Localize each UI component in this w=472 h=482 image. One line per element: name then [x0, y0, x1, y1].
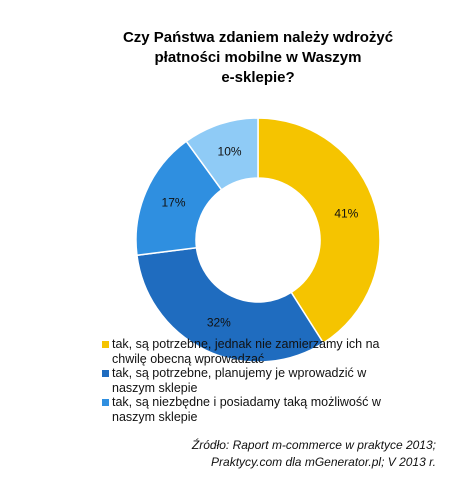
donut-segment	[257, 117, 381, 345]
legend-item: tak, są potrzebne, jednak nie zamierzamy…	[102, 337, 412, 367]
data-label: 10%	[218, 145, 242, 159]
legend-item: tak, są niezbędne i posiadamy taką możli…	[102, 395, 412, 425]
data-label: 41%	[334, 207, 358, 221]
legend-label: tak, są potrzebne, planujemy je wprowadz…	[112, 366, 367, 395]
chart-title: e-sklepie?	[221, 69, 294, 86]
legend-swatch	[102, 341, 109, 348]
donut-segment	[185, 117, 259, 191]
data-label: 32%	[207, 315, 231, 329]
legend-label: tak, są niezbędne i posiadamy taką możli…	[112, 395, 381, 424]
chart-title: płatności mobilne w Waszym	[155, 49, 362, 66]
source: Praktycy.com dla mGenerator.pl; V 2013 r…	[211, 455, 436, 469]
legend-swatch	[102, 370, 109, 377]
chart-title: Czy Państwa zdaniem należy wdrożyć	[123, 29, 393, 46]
donut-segment	[136, 246, 325, 363]
source: Źródło: Raport m-commerce w praktyce 201…	[191, 438, 436, 452]
legend-label: tak, są potrzebne, jednak nie zamierzamy…	[112, 337, 380, 366]
legend-item: tak, są potrzebne, planujemy je wprowadz…	[102, 366, 412, 396]
legend-swatch	[102, 399, 109, 406]
data-label: 17%	[162, 196, 186, 210]
